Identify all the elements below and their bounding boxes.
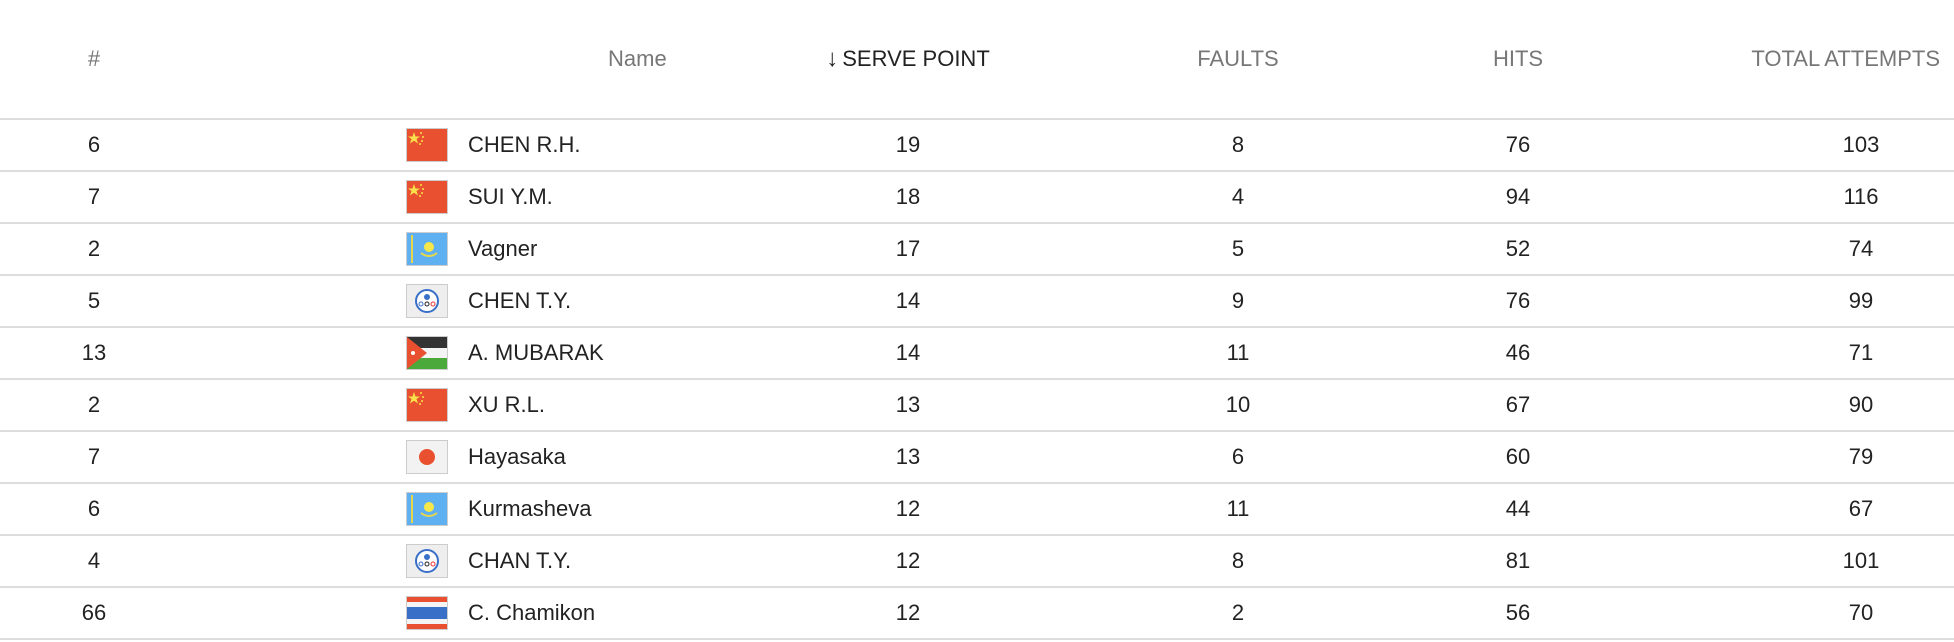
serve-point-cell: 17: [708, 223, 1108, 276]
table-row[interactable]: 13 A. MUBARAK 14 11 46 71: [0, 327, 1954, 380]
table-row[interactable]: 2 Vagner 17 5 52 74: [0, 223, 1954, 276]
player-name[interactable]: CHEN T.Y.: [468, 288, 572, 313]
table-row[interactable]: 66 C. Chamikon 12 2 56 70: [0, 587, 1954, 640]
player-name[interactable]: Hayasaka: [468, 444, 566, 469]
total-attempts-cell: 103: [1668, 119, 1954, 172]
faults-cell: 9: [1108, 275, 1368, 328]
faults-cell: 8: [1108, 535, 1368, 588]
name-cell: CHEN T.Y.: [188, 275, 708, 328]
arrow-down-icon: ↓: [826, 45, 839, 72]
serve-point-cell: 18: [708, 171, 1108, 224]
faults-cell: 2: [1108, 587, 1368, 640]
hits-cell: 76: [1368, 119, 1668, 172]
table-row[interactable]: 4 CHAN T.Y. 12 8 81 101: [0, 535, 1954, 588]
table-row[interactable]: 2 XU R.L. 13 10 67 90: [0, 379, 1954, 432]
header-serve-point[interactable]: ↓ SERVE POINT: [708, 0, 1108, 120]
hits-cell: 67: [1368, 379, 1668, 432]
table-row[interactable]: 7 Hayasaka 13 6 60 79: [0, 431, 1954, 484]
serve-point-cell: 12: [708, 535, 1108, 588]
header-hits[interactable]: HITS: [1368, 0, 1668, 120]
header-faults[interactable]: FAULTS: [1108, 0, 1368, 120]
name-cell: XU R.L.: [188, 379, 708, 432]
rank-cell: 6: [0, 483, 188, 536]
faults-cell: 5: [1108, 223, 1368, 276]
china-flag-icon: [407, 389, 447, 421]
total-attempts-cell: 90: [1668, 379, 1954, 432]
rank-cell: 7: [0, 171, 188, 224]
header-row: # Name ↓ SERVE POINT FAULTS HITS TOTAL AT…: [0, 0, 1954, 120]
hits-cell: 76: [1368, 275, 1668, 328]
total-attempts-cell: 70: [1668, 587, 1954, 640]
name-cell: CHAN T.Y.: [188, 535, 708, 588]
faults-cell: 11: [1108, 483, 1368, 536]
chinese-taipei-flag-icon: [407, 285, 447, 317]
serve-point-cell: 14: [708, 327, 1108, 380]
total-attempts-cell: 99: [1668, 275, 1954, 328]
serve-point-cell: 14: [708, 275, 1108, 328]
player-name[interactable]: A. MUBARAK: [468, 340, 604, 365]
player-name[interactable]: Vagner: [468, 236, 538, 261]
header-name[interactable]: Name: [188, 0, 708, 120]
serve-point-cell: 12: [708, 483, 1108, 536]
rank-cell: 7: [0, 431, 188, 484]
name-cell: Vagner: [188, 223, 708, 276]
name-cell: Kurmasheva: [188, 483, 708, 536]
kazakhstan-flag-icon: [407, 493, 447, 525]
player-name[interactable]: CHAN T.Y.: [468, 548, 572, 573]
hits-cell: 81: [1368, 535, 1668, 588]
header-rank[interactable]: #: [0, 0, 188, 120]
name-cell: CHEN R.H.: [188, 119, 708, 172]
total-attempts-cell: 101: [1668, 535, 1954, 588]
player-name[interactable]: XU R.L.: [468, 392, 546, 417]
rank-cell: 4: [0, 535, 188, 588]
rank-cell: 5: [0, 275, 188, 328]
name-cell: A. MUBARAK: [188, 327, 708, 380]
player-name[interactable]: C. Chamikon: [468, 600, 596, 625]
serve-point-cell: 12: [708, 587, 1108, 640]
rank-cell: 2: [0, 223, 188, 276]
faults-cell: 6: [1108, 431, 1368, 484]
player-name[interactable]: Kurmasheva: [468, 496, 592, 521]
faults-cell: 10: [1108, 379, 1368, 432]
kazakhstan-flag-icon: [407, 233, 447, 265]
total-attempts-cell: 79: [1668, 431, 1954, 484]
table-row[interactable]: 6 Kurmasheva 12 11 44 67: [0, 483, 1954, 536]
hits-cell: 60: [1368, 431, 1668, 484]
rank-cell: 6: [0, 119, 188, 172]
name-cell: SUI Y.M.: [188, 171, 708, 224]
hits-cell: 52: [1368, 223, 1668, 276]
serve-point-cell: 19: [708, 119, 1108, 172]
jordan-flag-icon: [407, 337, 447, 369]
faults-cell: 8: [1108, 119, 1368, 172]
table-row[interactable]: 6 CHEN R.H. 19 8 76 103: [0, 119, 1954, 172]
name-cell: Hayasaka: [188, 431, 708, 484]
table-row[interactable]: 7 SUI Y.M. 18 4 94 116: [0, 171, 1954, 224]
total-attempts-cell: 67: [1668, 483, 1954, 536]
hits-cell: 94: [1368, 171, 1668, 224]
serve-point-cell: 13: [708, 379, 1108, 432]
chinese-taipei-flag-icon: [407, 545, 447, 577]
total-attempts-cell: 74: [1668, 223, 1954, 276]
rank-cell: 66: [0, 587, 188, 640]
hits-cell: 46: [1368, 327, 1668, 380]
player-name[interactable]: CHEN R.H.: [468, 132, 581, 157]
china-flag-icon: [407, 181, 447, 213]
header-total-attempts[interactable]: TOTAL ATTEMPTS: [1668, 0, 1954, 120]
rank-cell: 2: [0, 379, 188, 432]
total-attempts-cell: 71: [1668, 327, 1954, 380]
faults-cell: 11: [1108, 327, 1368, 380]
faults-cell: 4: [1108, 171, 1368, 224]
total-attempts-cell: 116: [1668, 171, 1954, 224]
name-cell: C. Chamikon: [188, 587, 708, 640]
hits-cell: 56: [1368, 587, 1668, 640]
rank-cell: 13: [0, 327, 188, 380]
player-name[interactable]: SUI Y.M.: [468, 184, 553, 209]
japan-flag-icon: [407, 441, 447, 473]
china-flag-icon: [407, 129, 447, 161]
table-row[interactable]: 5 CHEN T.Y. 14 9 76 99: [0, 275, 1954, 328]
thailand-flag-icon: [407, 597, 447, 629]
hits-cell: 44: [1368, 483, 1668, 536]
serve-point-cell: 13: [708, 431, 1108, 484]
